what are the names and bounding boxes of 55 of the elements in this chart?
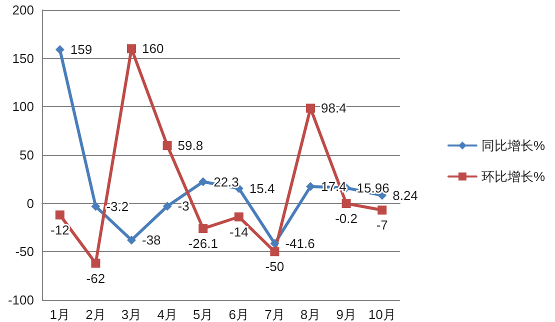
x-tick-label: 8月 <box>300 307 321 322</box>
data-label: -14 <box>230 224 248 240</box>
point <box>162 202 172 211</box>
y-tick-label: -100 <box>8 292 34 308</box>
data-label: -3.2 <box>106 198 129 214</box>
y-tick-label: 100 <box>12 99 34 114</box>
data-label: -12 <box>50 222 70 238</box>
point <box>127 44 136 54</box>
data-label: -3 <box>178 198 190 214</box>
y-tick-label: 0 <box>26 196 34 211</box>
data-label: 15.4 <box>249 180 275 196</box>
point <box>378 206 387 215</box>
point <box>198 224 208 234</box>
data-label: 159 <box>70 42 92 58</box>
data-label: 160 <box>142 41 164 56</box>
data-label: -26.1 <box>188 236 218 252</box>
legend-label: 环比增长% <box>481 169 546 184</box>
point <box>342 199 351 208</box>
data-label: -41.6 <box>285 236 315 252</box>
x-tick-label: 7月 <box>264 307 285 322</box>
data-label: -62 <box>86 270 106 286</box>
point <box>91 202 100 211</box>
data-label: 8.24 <box>392 188 418 203</box>
point <box>234 212 244 222</box>
x-tick-label: 2月 <box>86 307 106 322</box>
data-label: -0.2 <box>335 211 358 226</box>
y-tick-label: -50 <box>15 244 34 260</box>
x-tick-label: 4月 <box>157 307 178 322</box>
point <box>270 247 280 256</box>
data-label: 15.96 <box>356 180 390 196</box>
point <box>91 258 100 268</box>
legend-label: 同比增长% <box>481 138 546 153</box>
point <box>127 236 136 245</box>
x-tick-label: 3月 <box>121 307 142 322</box>
x-tick-label: 10月 <box>368 307 396 322</box>
x-tick-label: 5月 <box>192 307 214 322</box>
x-tick-label: 6月 <box>228 307 250 322</box>
point <box>198 177 208 186</box>
point <box>55 45 64 54</box>
point <box>306 182 315 192</box>
data-label: -50 <box>265 259 284 274</box>
data-label: 59.8 <box>178 138 204 154</box>
x-tick-label: 1月 <box>50 307 70 322</box>
y-tick-label: 200 <box>12 2 34 18</box>
point <box>306 104 315 113</box>
point <box>270 239 280 248</box>
data-label: 17.4 <box>321 179 346 194</box>
y-tick-label: 50 <box>20 148 34 162</box>
data-label: -7 <box>376 218 388 233</box>
data-label: 98.4 <box>321 100 346 116</box>
point <box>162 141 172 150</box>
point <box>55 210 64 220</box>
x-tick-label: 9月 <box>336 307 356 322</box>
y-tick-label: 150 <box>12 50 34 66</box>
data-label: -38 <box>142 232 161 248</box>
